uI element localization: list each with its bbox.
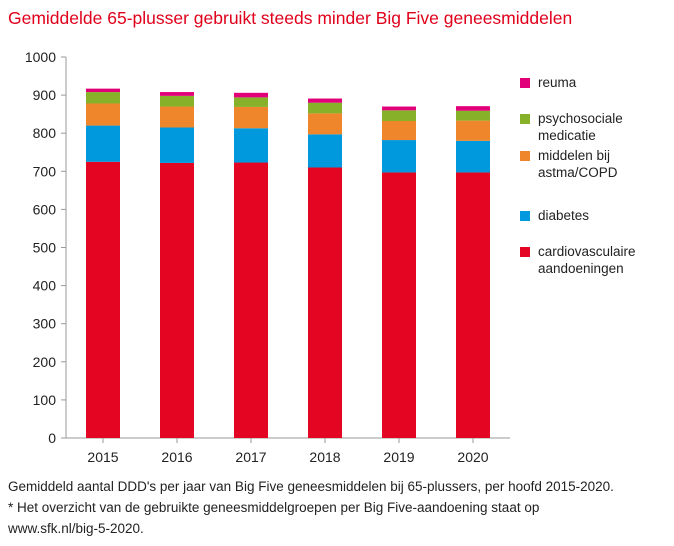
bar-2018-series-3 — [308, 102, 342, 114]
bar-2018-series-2 — [308, 113, 342, 135]
bar-2019-series-0 — [382, 172, 416, 438]
legend-label: reuma — [538, 75, 577, 90]
legend-label: diabetes — [538, 208, 590, 223]
y-tick-label-500: 500 — [33, 240, 57, 256]
bar-2016-series-3 — [160, 95, 194, 107]
bar-2017-series-3 — [234, 97, 268, 107]
bar-2018-series-4 — [308, 98, 342, 103]
legend-swatch — [520, 151, 530, 161]
y-tick-label-600: 600 — [33, 201, 57, 217]
bar-2019-series-3 — [382, 110, 416, 122]
bar-2016-series-1 — [160, 127, 194, 163]
legend-item-1: diabetes — [520, 207, 663, 224]
bar-2019-series-1 — [382, 140, 416, 173]
bar-2015-series-4 — [86, 88, 120, 93]
x-tick-label-2019: 2019 — [383, 449, 414, 465]
y-tick-label-700: 700 — [33, 163, 57, 179]
legend-swatch — [520, 78, 530, 88]
x-tick-label-2020: 2020 — [457, 449, 488, 465]
bar-2016-series-4 — [160, 92, 194, 96]
footnote-line-1: Gemiddeld aantal DDD's per jaar van Big … — [8, 479, 614, 494]
legend-swatch — [520, 211, 530, 221]
legend-swatch — [520, 247, 530, 257]
legend-item-2: middelen bij astma/COPD — [520, 147, 663, 181]
footnote-line-3: www.sfk.nl/big-5-2020. — [8, 521, 144, 536]
y-tick-label-100: 100 — [33, 392, 57, 408]
x-tick-label-2015: 2015 — [87, 449, 118, 465]
legend-item-4: reuma — [520, 74, 663, 91]
y-tick-label-900: 900 — [33, 87, 57, 103]
bar-2017-series-4 — [234, 92, 268, 98]
legend-item-0: cardiovasculaire aandoeningen — [520, 243, 663, 277]
y-tick-label-200: 200 — [33, 354, 57, 370]
bar-2016-series-0 — [160, 162, 194, 438]
bar-2020-series-0 — [456, 172, 490, 438]
y-tick-label-1000: 1000 — [25, 49, 56, 65]
bar-2020-series-3 — [456, 110, 490, 121]
bar-2016-series-2 — [160, 106, 194, 128]
y-tick-label-300: 300 — [33, 316, 57, 332]
x-tick-label-2017: 2017 — [235, 449, 266, 465]
y-tick-label-800: 800 — [33, 125, 57, 141]
bar-2017-series-2 — [234, 106, 268, 129]
bar-2020-series-1 — [456, 140, 490, 173]
chart-footnote: Gemiddeld aantal DDD's per jaar van Big … — [8, 476, 668, 539]
bar-2018-series-0 — [308, 167, 342, 439]
y-tick-label-0: 0 — [48, 430, 56, 446]
bar-2020-series-2 — [456, 120, 490, 141]
x-tick-label-2016: 2016 — [161, 449, 192, 465]
bar-2015-series-2 — [86, 103, 120, 126]
y-tick-label-400: 400 — [33, 278, 57, 294]
bar-2019-series-2 — [382, 121, 416, 141]
stacked-bar-chart: 0 100 200 300 400 500 600 700 800 900 1000 2015 2016… — [25, 49, 510, 465]
legend-label: middelen bij astma/COPD — [538, 148, 618, 180]
bar-2015-series-0 — [86, 161, 120, 438]
footnote-line-2: * Het overzicht van de gebruikte geneesm… — [8, 500, 540, 515]
legend-label: psychosociale medicatie — [538, 111, 623, 143]
bar-2019-series-4 — [382, 106, 416, 111]
bar-2015-series-3 — [86, 92, 120, 104]
legend-swatch — [520, 114, 530, 124]
legend-label: cardiovasculaire aandoeningen — [538, 244, 636, 276]
legend-item-3: psychosociale medicatie — [520, 110, 663, 144]
bar-2015-series-1 — [86, 125, 120, 162]
bar-2017-series-0 — [234, 162, 268, 439]
bar-2017-series-1 — [234, 128, 268, 163]
bar-2018-series-1 — [308, 134, 342, 168]
bar-2020-series-4 — [456, 106, 490, 111]
chart-title: Gemiddelde 65-plusser gebruikt steeds mi… — [8, 8, 573, 28]
x-tick-label-2018: 2018 — [309, 449, 340, 465]
